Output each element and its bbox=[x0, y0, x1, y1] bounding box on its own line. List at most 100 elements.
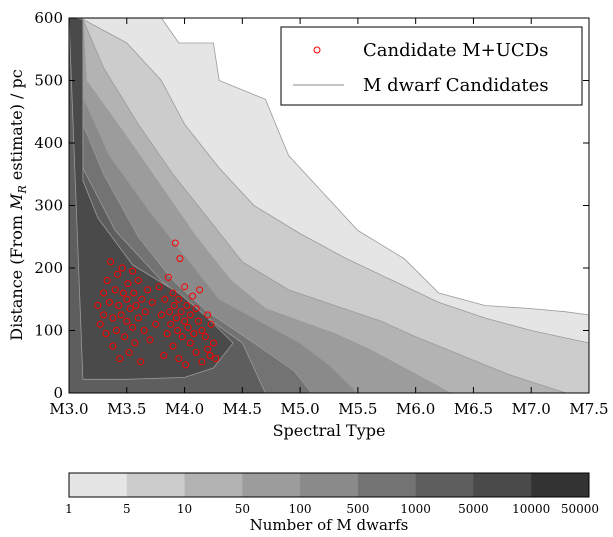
colorbar-segment bbox=[126, 473, 186, 497]
colorbar-tick-label: 500 bbox=[346, 502, 369, 516]
x-tick-label: M6.5 bbox=[454, 400, 493, 418]
candidate-point bbox=[129, 323, 137, 331]
candidate-point bbox=[107, 258, 115, 266]
colorbar-segment bbox=[415, 473, 474, 497]
x-tick-label: M3.0 bbox=[49, 400, 88, 418]
candidate-point bbox=[169, 342, 177, 350]
candidate-point bbox=[100, 311, 108, 319]
candidate-point bbox=[155, 283, 163, 291]
y-tick-label: 300 bbox=[34, 197, 63, 215]
colorbar-segment bbox=[242, 473, 301, 497]
legend-label-m-dwarfs: M dwarf Candidates bbox=[363, 75, 549, 96]
candidate-point bbox=[100, 289, 108, 297]
candidate-point bbox=[109, 314, 117, 322]
candidate-point bbox=[123, 295, 131, 303]
x-tick-label: M4.0 bbox=[165, 400, 204, 418]
candidate-point bbox=[117, 311, 125, 319]
colorbar-tick-label: 100 bbox=[289, 502, 312, 516]
x-axis: M3.0 M3.5 M4.0 M4.5 M5.0 M5.5 M6.0 M6.5 M7.0 M7.5 bbox=[49, 18, 609, 418]
candidate-point bbox=[209, 339, 217, 347]
candidate-point bbox=[125, 348, 133, 356]
x-tick-label: M3.5 bbox=[107, 400, 146, 418]
candidate-point bbox=[102, 330, 110, 338]
candidate-point bbox=[181, 317, 189, 325]
candidate-point bbox=[186, 311, 194, 319]
candidate-point bbox=[177, 308, 185, 316]
y-tick-label: 400 bbox=[34, 134, 63, 152]
candidate-point bbox=[132, 302, 140, 309]
candidate-point bbox=[119, 289, 127, 297]
candidate-point bbox=[166, 308, 173, 316]
colorbar-tick-label: 10 bbox=[177, 502, 192, 516]
candidate-point bbox=[175, 295, 183, 303]
candidate-point bbox=[212, 355, 220, 363]
candidate-point bbox=[190, 330, 198, 338]
candidate-point bbox=[174, 327, 182, 334]
candidate-point bbox=[103, 277, 111, 284]
candidate-point bbox=[152, 320, 160, 328]
candidate-point bbox=[176, 255, 184, 263]
candidate-point bbox=[161, 295, 169, 303]
candidate-point bbox=[141, 308, 149, 316]
candidate-point bbox=[126, 305, 134, 313]
y-tick-label: 0 bbox=[53, 384, 63, 402]
candidate-point bbox=[96, 320, 104, 328]
candidate-point bbox=[164, 273, 172, 281]
candidate-point bbox=[134, 277, 142, 284]
candidate-point bbox=[146, 336, 154, 344]
x-tick-label: M4.5 bbox=[223, 400, 262, 418]
candidate-point bbox=[105, 298, 113, 306]
candidate-point bbox=[167, 320, 175, 328]
candidate-point bbox=[171, 239, 179, 247]
y-tick-label: 100 bbox=[34, 322, 63, 340]
candidate-point bbox=[163, 330, 171, 338]
candidate-point bbox=[196, 286, 204, 294]
candidate-point bbox=[138, 295, 146, 303]
candidate-point bbox=[204, 345, 212, 353]
candidate-point bbox=[194, 317, 202, 325]
candidate-point bbox=[183, 302, 191, 309]
candidate-point bbox=[111, 286, 119, 294]
candidate-point bbox=[137, 358, 145, 366]
candidate-point bbox=[115, 302, 123, 309]
colorbar-tick-label: 10000 bbox=[512, 502, 550, 516]
colorbar-tick-label: 1 bbox=[65, 502, 73, 516]
candidate-point bbox=[170, 302, 178, 309]
colorbar-segment bbox=[531, 473, 590, 497]
legend-label-candidates: Candidate M+UCDs bbox=[363, 40, 548, 61]
y-tick-label: 200 bbox=[34, 259, 63, 277]
candidate-point bbox=[201, 333, 209, 341]
colorbar-segment bbox=[184, 473, 243, 497]
candidate-point bbox=[173, 314, 180, 322]
candidate-point bbox=[160, 352, 168, 359]
candidate-point bbox=[109, 342, 117, 350]
legend: Candidate M+UCDs M dwarf Candidates bbox=[280, 26, 583, 106]
y-axis-label: Distance (From MR estimate) / pc bbox=[7, 69, 29, 340]
candidate-point bbox=[189, 292, 197, 300]
contour-level-8 bbox=[69, 18, 234, 380]
candidate-point bbox=[178, 333, 186, 341]
colorbar-segment bbox=[357, 473, 417, 497]
colorbar-frame bbox=[68, 472, 590, 498]
candidate-point bbox=[181, 283, 189, 291]
candidate-point bbox=[207, 320, 215, 328]
candidate-point bbox=[123, 317, 131, 325]
x-tick-label: M5.5 bbox=[338, 400, 377, 418]
candidate-point bbox=[186, 339, 194, 347]
candidate-point bbox=[131, 339, 139, 347]
colorbar-segment bbox=[300, 473, 359, 497]
candidate-point bbox=[169, 289, 177, 297]
legend-box bbox=[280, 26, 583, 106]
colorbar-tick-label: 5 bbox=[123, 502, 131, 516]
x-axis-label: Spectral Type bbox=[273, 421, 386, 440]
colorbar-label: Number of M dwarfs bbox=[250, 516, 409, 534]
candidate-point bbox=[116, 355, 124, 363]
x-tick-label: M7.5 bbox=[569, 400, 608, 418]
candidate-point bbox=[157, 311, 165, 319]
candidate-point bbox=[192, 348, 200, 356]
x-tick-label: M6.0 bbox=[396, 400, 435, 418]
y-tick-label: 500 bbox=[34, 72, 63, 90]
colorbar-segment bbox=[69, 473, 128, 497]
candidate-point bbox=[112, 327, 120, 334]
